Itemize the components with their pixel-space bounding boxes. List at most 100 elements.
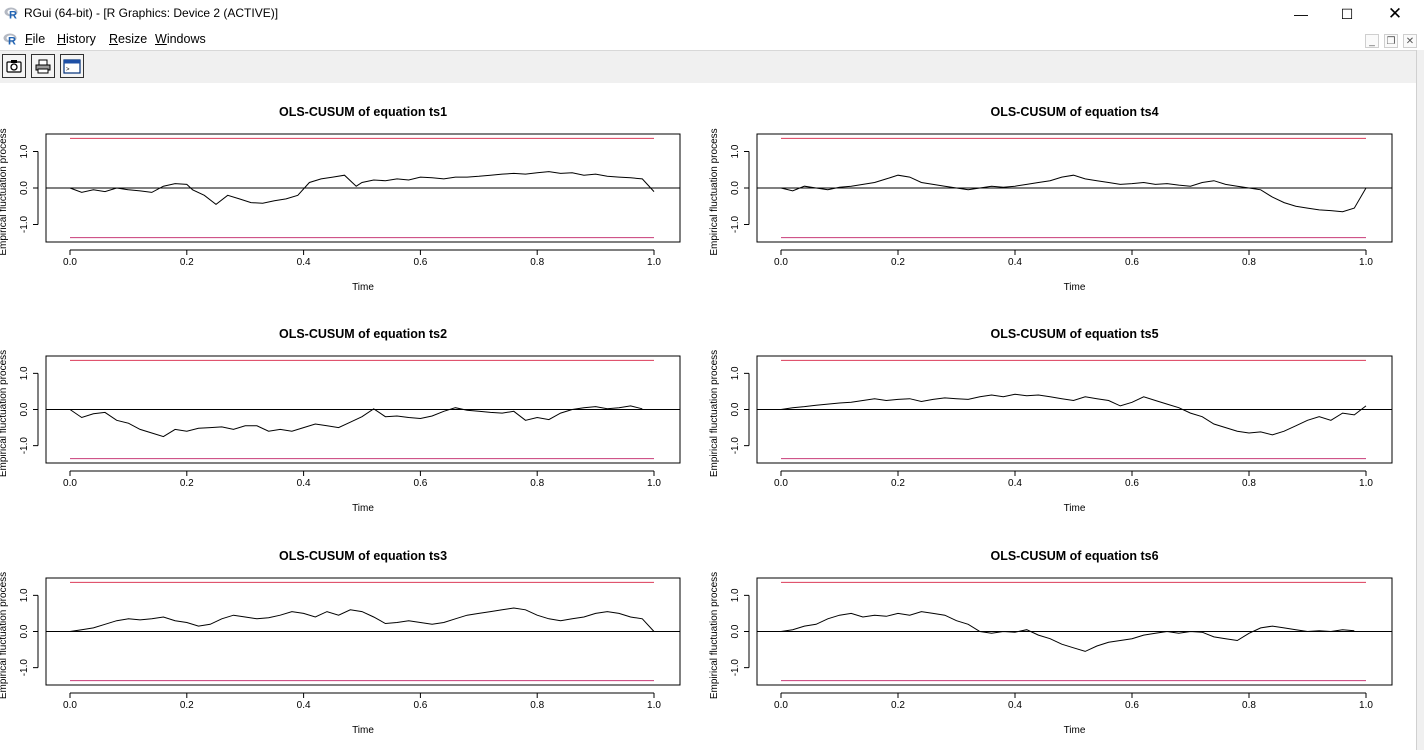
cusum-plot-3: OLS-CUSUM of equation ts3 0.0 0.2 0.4 0.6 0.8…: [0, 549, 681, 736]
close-icon: ✕: [1387, 4, 1403, 23]
x-axis-label: Time: [352, 282, 374, 293]
x-tick-label: 0.6: [413, 478, 427, 489]
y-tick-label: -1.0: [19, 659, 30, 677]
printer-icon: [35, 59, 51, 73]
plot-title: OLS-CUSUM of equation ts2: [279, 327, 447, 341]
x-tick-label: 0.4: [1008, 478, 1022, 489]
copy-to-clipboard-button[interactable]: [2, 54, 26, 78]
minimize-icon: _: [1369, 35, 1375, 47]
cusum-plots: OLS-CUSUM of equation ts1 0.0 0.2 0.4 0.6 0.8…: [0, 105, 1393, 736]
y-tick-label: 0.0: [19, 402, 30, 416]
y-axis-label: Empirical fluctuation process: [709, 350, 720, 477]
y-tick-label: 0.0: [19, 624, 30, 638]
x-tick-label: 0.6: [1125, 700, 1139, 711]
maximize-button[interactable]: ☐: [1324, 0, 1370, 28]
x-tick-label: 0.8: [530, 478, 544, 489]
y-axis-label: Empirical fluctuation process: [709, 572, 720, 699]
y-tick-label: 0.0: [730, 402, 741, 416]
restore-icon: ❐: [1386, 35, 1396, 47]
window-title: RGui (64-bit) - [R Graphics: Device 2 (A…: [24, 6, 279, 20]
print-button[interactable]: [31, 54, 55, 78]
cusum-plot-4: OLS-CUSUM of equation ts4 0.0 0.2 0.4 0.6 0.8…: [709, 105, 1393, 293]
menu-file[interactable]: File: [25, 32, 46, 46]
r-logo-icon[interactable]: R: [3, 32, 19, 46]
y-tick-label: -1.0: [730, 659, 741, 677]
x-tick-label: 0.2: [891, 257, 905, 268]
fluctuation-process-line: [69, 607, 655, 632]
x-tick-label: 0.2: [891, 478, 905, 489]
menu-resize[interactable]: Resize: [109, 32, 148, 46]
fluctuation-process-line: [780, 174, 1367, 213]
x-axis-label: Time: [1064, 503, 1086, 514]
x-tick-label: 1.0: [1359, 478, 1373, 489]
plot-title: OLS-CUSUM of equation ts5: [990, 327, 1158, 341]
camera-icon: [6, 60, 22, 73]
toolbar: >: [0, 50, 1416, 84]
x-tick-label: 0.2: [891, 700, 905, 711]
y-tick-label: 0.0: [730, 624, 741, 638]
menu-bar: R File History Resize Windows _ ❐ ✕: [0, 29, 1424, 49]
x-tick-label: 0.2: [180, 478, 194, 489]
cusum-plot-1: OLS-CUSUM of equation ts1 0.0 0.2 0.4 0.6 0.8…: [0, 105, 681, 293]
x-tick-label: 1.0: [647, 700, 661, 711]
menu-history[interactable]: History: [57, 32, 96, 46]
x-tick-label: 0.8: [1242, 478, 1256, 489]
y-tick-label: 1.0: [19, 144, 30, 158]
fluctuation-process-line: [780, 393, 1367, 436]
mdi-close-button[interactable]: ✕: [1403, 34, 1417, 48]
x-tick-label: 0.6: [1125, 257, 1139, 268]
x-tick-label: 0.4: [297, 700, 311, 711]
fluctuation-process-line: [780, 611, 1355, 652]
plot-title: OLS-CUSUM of equation ts6: [990, 549, 1158, 563]
x-tick-label: 0.2: [180, 700, 194, 711]
x-tick-label: 0.8: [530, 257, 544, 268]
cusum-plot-6: OLS-CUSUM of equation ts6 0.0 0.2 0.4 0.6 0.8…: [709, 549, 1393, 736]
vertical-scrollbar[interactable]: [1416, 50, 1424, 750]
x-axis-label: Time: [1064, 725, 1086, 736]
graphics-device-area: OLS-CUSUM of equation ts1 0.0 0.2 0.4 0.6 0.8…: [0, 83, 1416, 750]
y-tick-label: 1.0: [730, 144, 741, 158]
y-tick-label: 1.0: [730, 366, 741, 380]
y-tick-label: -1.0: [730, 437, 741, 455]
x-tick-label: 0.0: [63, 257, 77, 268]
svg-text:R: R: [8, 36, 16, 47]
x-tick-label: 0.2: [180, 257, 194, 268]
plot-title: OLS-CUSUM of equation ts3: [279, 549, 447, 563]
y-tick-label: 1.0: [19, 366, 30, 380]
x-tick-label: 0.6: [413, 257, 427, 268]
y-tick-label: 0.0: [730, 181, 741, 195]
x-tick-label: 0.0: [63, 700, 77, 711]
x-axis-label: Time: [352, 725, 374, 736]
x-tick-label: 1.0: [1359, 257, 1373, 268]
minimize-button[interactable]: —: [1278, 0, 1324, 28]
y-axis-label: Empirical fluctuation process: [0, 350, 9, 477]
y-axis-label: Empirical fluctuation process: [709, 128, 720, 255]
console-window-icon: >: [63, 58, 81, 74]
x-tick-label: 0.4: [297, 478, 311, 489]
x-tick-label: 1.0: [1359, 700, 1373, 711]
x-tick-label: 1.0: [647, 257, 661, 268]
fluctuation-process-line: [69, 171, 655, 206]
x-tick-label: 0.4: [1008, 257, 1022, 268]
maximize-icon: ☐: [1340, 5, 1354, 22]
x-tick-label: 0.8: [530, 700, 544, 711]
y-tick-label: 1.0: [730, 588, 741, 602]
y-tick-label: -1.0: [730, 215, 741, 233]
x-axis-label: Time: [1064, 282, 1086, 293]
plot-title: OLS-CUSUM of equation ts4: [990, 105, 1158, 119]
plot-title: OLS-CUSUM of equation ts1: [279, 105, 447, 119]
r-logo-icon: R: [4, 7, 18, 20]
svg-text:>: >: [66, 67, 70, 73]
x-axis-label: Time: [352, 503, 374, 514]
mdi-restore-button[interactable]: ❐: [1384, 34, 1398, 48]
x-tick-label: 1.0: [647, 478, 661, 489]
y-axis-label: Empirical fluctuation process: [0, 128, 9, 255]
x-tick-label: 0.4: [297, 257, 311, 268]
mdi-minimize-button[interactable]: _: [1365, 34, 1379, 48]
menu-windows[interactable]: Windows: [155, 32, 206, 46]
title-bar: R RGui (64-bit) - [R Graphics: Device 2 …: [0, 0, 1424, 28]
close-button[interactable]: ✕: [1372, 0, 1418, 28]
x-tick-label: 0.6: [1125, 478, 1139, 489]
console-button[interactable]: >: [60, 54, 84, 78]
cusum-plot-5: OLS-CUSUM of equation ts5 0.0 0.2 0.4 0.6 0.8…: [709, 327, 1393, 514]
